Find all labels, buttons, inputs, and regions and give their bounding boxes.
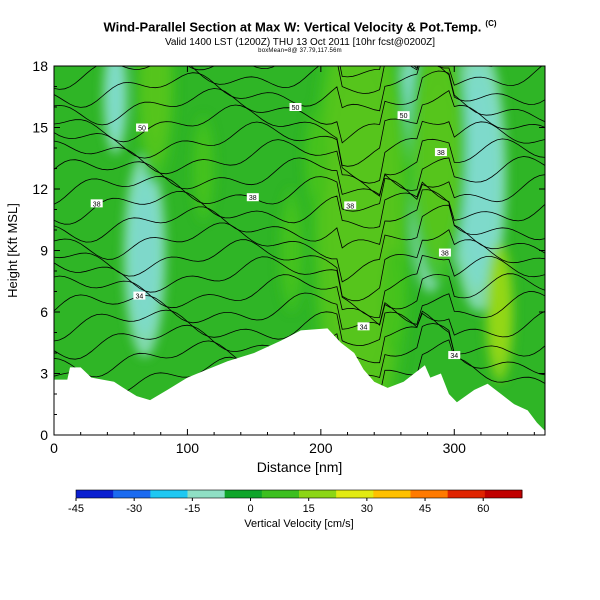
- x-tick-label: 300: [443, 440, 467, 456]
- isentrope-label: 38: [441, 251, 449, 258]
- isentrope-label-box: [246, 193, 259, 202]
- isentrope-label: 38: [249, 195, 257, 202]
- copyright-mark: (C): [485, 19, 497, 28]
- velocity-features: [103, 66, 514, 435]
- chart-subtitle: Valid 1400 LST (1200Z) THU 13 Oct 2011 […: [164, 37, 436, 48]
- isentrope-line: [54, 181, 545, 229]
- velocity-cell: [303, 106, 328, 211]
- velocity-cell: [123, 152, 166, 357]
- y-tick-label: 3: [40, 366, 48, 382]
- isentrope-line: [54, 229, 545, 302]
- colorbar-swatch: [150, 490, 188, 498]
- isentrope-label: 38: [93, 201, 101, 208]
- colorbar-swatch: [261, 490, 300, 498]
- velocity-cell: [485, 242, 514, 382]
- isentrope-line: [54, 189, 545, 249]
- y-tick-label: 6: [40, 304, 48, 320]
- y-axis-label: Height [Kft MSL]: [5, 203, 20, 298]
- y-tick-label: 18: [32, 58, 48, 74]
- isentrope-line: [54, 273, 545, 326]
- colorbar-tick-label: 30: [361, 503, 373, 515]
- y-tick-label: 9: [40, 243, 48, 259]
- isentrope-line: [54, 255, 545, 318]
- isentrope-label: 50: [292, 105, 300, 112]
- isentrope-label-box: [434, 148, 447, 157]
- velocity-cell: [135, 66, 176, 185]
- colorbar-swatch: [373, 490, 411, 498]
- colorbar-tick-label: 60: [477, 503, 489, 515]
- isentrope-label-box: [438, 248, 451, 257]
- isentrope-line: [54, 120, 545, 184]
- isentrope-label: 50: [138, 126, 146, 133]
- colorbar-swatch: [187, 490, 226, 498]
- velocity-cell: [382, 249, 406, 354]
- x-tick-label: 100: [176, 440, 200, 456]
- terrain-mask: [54, 328, 545, 435]
- x-tick-label: 0: [50, 440, 58, 456]
- isentrope-label-box: [448, 351, 461, 360]
- isentrope-label: 34: [360, 324, 368, 331]
- velocity-cell: [103, 66, 128, 154]
- colorbar-swatch: [484, 490, 523, 498]
- isentrope-label: 50: [400, 113, 408, 120]
- x-tick-label: 200: [309, 440, 333, 456]
- isentrope-label-box: [90, 199, 103, 208]
- isentrope-label: 38: [437, 150, 445, 157]
- velocity-cell: [191, 115, 216, 222]
- isentrope-line: [54, 309, 545, 347]
- chart-title: Wind-Parallel Section at Max W: Vertical…: [103, 19, 497, 35]
- colorbar-tick-label: -30: [126, 503, 142, 515]
- velocity-cell: [409, 66, 467, 285]
- isentrope-line: [54, 156, 545, 196]
- colorbar-tick-label: -15: [184, 503, 200, 515]
- colorbar-swatch: [76, 490, 114, 498]
- colorbar-tick-label: 0: [247, 503, 253, 515]
- velocity-cell: [278, 188, 305, 313]
- colorbar-swatch: [224, 490, 263, 498]
- colorbar-swatch: [410, 490, 449, 498]
- colorbar-frame: [75, 489, 523, 499]
- chart-subtitle-2: boxMean=8@ 37.79,117.56m: [258, 48, 342, 54]
- colorbar-label: Vertical Velocity [cm/s]: [244, 518, 353, 530]
- y-tick-label: 15: [32, 120, 48, 136]
- isentrope-label: 38: [346, 203, 354, 210]
- colorbar-tick-label: -45: [68, 503, 84, 515]
- colorbar-swatch: [447, 490, 486, 498]
- isentrope-line: [54, 204, 545, 283]
- isentrope-label: 34: [135, 294, 143, 301]
- isentrope-label-box: [344, 201, 357, 210]
- isentrope-line: [54, 89, 545, 167]
- colorbar-swatch: [336, 490, 374, 498]
- isentrope-label-box: [289, 103, 302, 111]
- isentrope-label-box: [357, 322, 370, 331]
- isentrope-line: [54, 138, 545, 197]
- colorbar-tick-label: 15: [303, 503, 315, 515]
- colorbar-tick-label: 45: [419, 503, 431, 515]
- y-tick-label: 12: [32, 181, 48, 197]
- x-axis-label: Distance [nm]: [257, 459, 343, 475]
- isentrope-label-box: [133, 291, 146, 300]
- isentrope-line: [54, 174, 545, 212]
- colorbar-swatch: [299, 490, 337, 498]
- y-tick-label: 0: [40, 427, 48, 443]
- isentrope-label: 34: [450, 353, 458, 360]
- colorbar-swatch: [113, 490, 151, 498]
- isentrope-label-box: [136, 123, 149, 132]
- isentrope-label-box: [397, 111, 410, 120]
- isentrope-line: [54, 66, 543, 94]
